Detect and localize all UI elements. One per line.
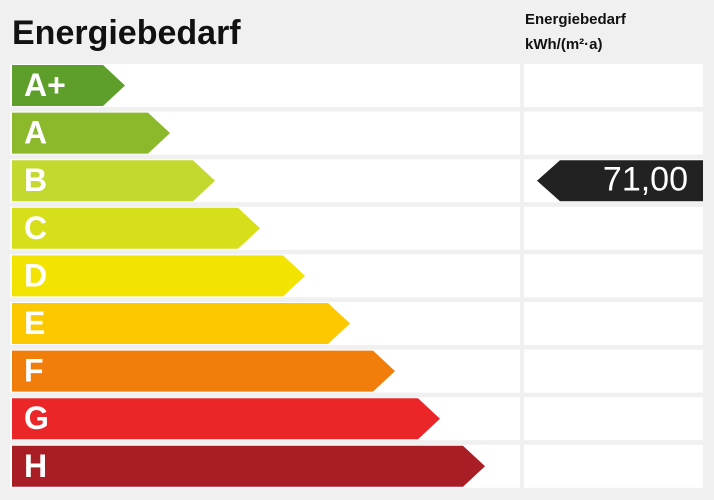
class-label: H [24, 448, 47, 484]
value-label: 71,00 [603, 161, 688, 199]
class-label: A+ [24, 67, 66, 103]
value-cell [524, 254, 703, 298]
class-arrow [12, 350, 395, 392]
value-cell [524, 64, 703, 107]
value-header: Energiebedarf [525, 11, 627, 28]
value-indicator [537, 160, 703, 202]
value-cell [524, 111, 703, 155]
class-arrow [12, 445, 485, 487]
class-arrow [12, 65, 125, 106]
value-cell [524, 302, 703, 345]
class-label: F [24, 353, 44, 389]
class-label: C [24, 210, 47, 246]
class-arrow [12, 112, 170, 154]
class-label: A [24, 115, 47, 151]
value-cell [524, 444, 703, 488]
class-arrow [12, 255, 305, 297]
value-header: kWh/(m²·a) [525, 36, 603, 53]
value-cell [524, 397, 703, 441]
class-label: G [24, 400, 49, 436]
class-arrow [12, 303, 350, 344]
class-arrow [12, 160, 215, 202]
class-label: B [24, 162, 47, 198]
class-arrow [12, 207, 260, 249]
class-label: D [24, 257, 47, 293]
value-cell [524, 206, 703, 250]
class-arrow [12, 398, 440, 440]
class-label: E [24, 305, 45, 341]
value-cell [524, 349, 703, 393]
title: Energiebedarf [12, 14, 241, 52]
